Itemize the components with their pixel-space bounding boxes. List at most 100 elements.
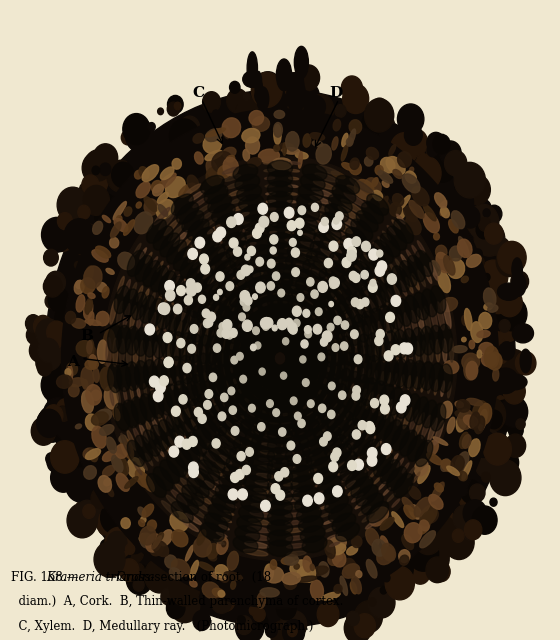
Ellipse shape: [91, 412, 108, 426]
Circle shape: [492, 332, 503, 344]
Circle shape: [492, 400, 519, 431]
Ellipse shape: [87, 340, 92, 354]
Ellipse shape: [471, 322, 483, 342]
Ellipse shape: [414, 377, 417, 390]
Ellipse shape: [308, 332, 311, 338]
Circle shape: [498, 241, 526, 274]
Ellipse shape: [281, 557, 295, 564]
Ellipse shape: [329, 376, 335, 389]
Ellipse shape: [251, 337, 267, 365]
Ellipse shape: [151, 257, 157, 268]
Ellipse shape: [300, 377, 320, 401]
Ellipse shape: [447, 382, 451, 398]
Circle shape: [319, 221, 328, 232]
Circle shape: [352, 237, 361, 246]
Ellipse shape: [278, 295, 302, 312]
Ellipse shape: [220, 295, 240, 319]
Ellipse shape: [414, 497, 431, 516]
Ellipse shape: [336, 175, 360, 194]
Circle shape: [30, 339, 50, 362]
Circle shape: [105, 536, 122, 556]
Circle shape: [284, 72, 309, 100]
Circle shape: [198, 414, 206, 424]
Ellipse shape: [258, 380, 265, 387]
Circle shape: [313, 324, 321, 334]
Ellipse shape: [326, 234, 345, 246]
Ellipse shape: [289, 326, 299, 332]
Ellipse shape: [422, 289, 437, 317]
Ellipse shape: [220, 398, 240, 422]
Ellipse shape: [246, 534, 269, 540]
Ellipse shape: [469, 439, 480, 456]
Ellipse shape: [293, 385, 298, 388]
Ellipse shape: [100, 425, 114, 435]
Ellipse shape: [282, 327, 304, 349]
Circle shape: [396, 402, 406, 413]
Circle shape: [366, 424, 375, 433]
Ellipse shape: [360, 259, 366, 267]
Circle shape: [349, 271, 357, 280]
Ellipse shape: [277, 372, 301, 391]
Ellipse shape: [458, 472, 467, 481]
Ellipse shape: [333, 220, 352, 234]
Circle shape: [72, 223, 100, 256]
Ellipse shape: [189, 399, 196, 413]
Ellipse shape: [262, 335, 283, 357]
Circle shape: [496, 396, 505, 405]
Ellipse shape: [460, 432, 469, 449]
Ellipse shape: [348, 348, 351, 362]
Ellipse shape: [307, 410, 314, 415]
Ellipse shape: [198, 455, 212, 468]
Ellipse shape: [295, 418, 301, 420]
Ellipse shape: [380, 233, 400, 257]
Ellipse shape: [172, 530, 188, 547]
Ellipse shape: [134, 212, 152, 234]
Ellipse shape: [289, 465, 314, 482]
Ellipse shape: [428, 379, 431, 394]
Circle shape: [99, 547, 123, 575]
Ellipse shape: [284, 555, 298, 565]
Circle shape: [50, 441, 79, 473]
Ellipse shape: [92, 221, 102, 234]
Ellipse shape: [226, 259, 236, 266]
Circle shape: [41, 218, 72, 252]
Ellipse shape: [292, 361, 296, 369]
Circle shape: [260, 500, 270, 511]
Ellipse shape: [412, 361, 426, 389]
Ellipse shape: [171, 502, 193, 523]
Ellipse shape: [265, 420, 278, 424]
Ellipse shape: [479, 312, 492, 329]
Ellipse shape: [333, 551, 346, 567]
Ellipse shape: [302, 563, 315, 582]
Ellipse shape: [206, 336, 220, 365]
Ellipse shape: [308, 321, 312, 326]
Circle shape: [228, 489, 238, 500]
Ellipse shape: [484, 303, 493, 310]
Ellipse shape: [204, 513, 228, 532]
Ellipse shape: [208, 474, 222, 484]
Ellipse shape: [283, 143, 286, 156]
Ellipse shape: [391, 317, 397, 339]
Ellipse shape: [272, 362, 274, 366]
Ellipse shape: [125, 326, 139, 355]
Ellipse shape: [329, 307, 347, 333]
Ellipse shape: [283, 365, 287, 369]
Ellipse shape: [346, 300, 351, 308]
Ellipse shape: [412, 328, 426, 356]
Ellipse shape: [166, 495, 183, 511]
Ellipse shape: [404, 206, 417, 221]
Circle shape: [330, 280, 337, 289]
Circle shape: [268, 259, 275, 268]
Circle shape: [452, 196, 483, 232]
Ellipse shape: [127, 458, 144, 479]
Circle shape: [107, 531, 127, 554]
Circle shape: [307, 400, 314, 408]
Ellipse shape: [273, 294, 279, 295]
Ellipse shape: [349, 120, 362, 134]
Circle shape: [229, 238, 238, 248]
Ellipse shape: [301, 353, 303, 362]
Ellipse shape: [282, 301, 287, 303]
Ellipse shape: [379, 482, 386, 490]
Ellipse shape: [267, 417, 292, 433]
Ellipse shape: [190, 561, 198, 578]
